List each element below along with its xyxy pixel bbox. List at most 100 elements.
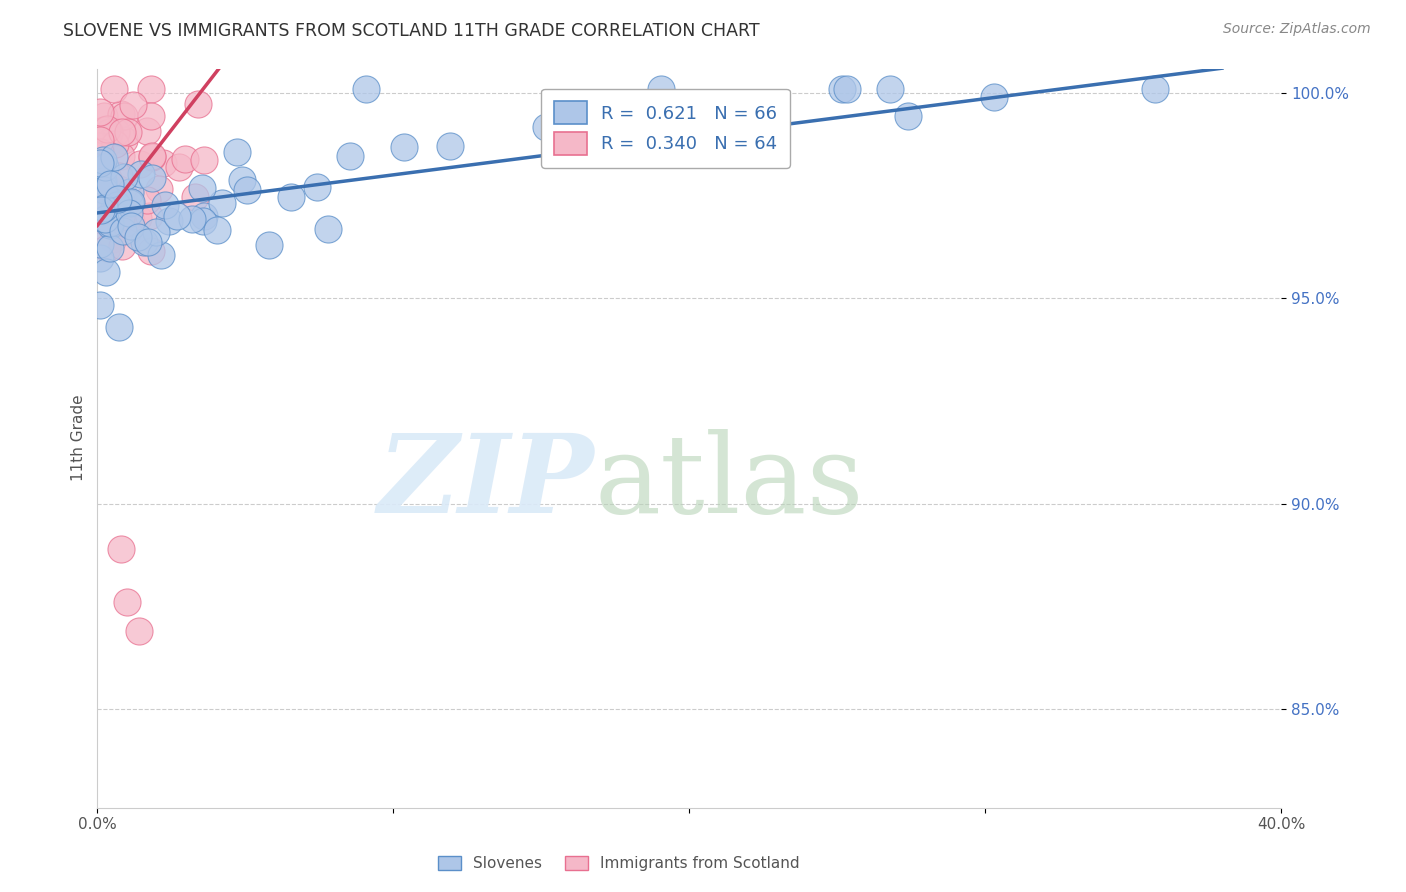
Point (89, 149, 111, 163)
Point (93, 178, 115, 192)
Point (89, 298, 111, 312)
Point (96, 242, 118, 256)
Point (1144, 82, 1167, 96)
Point (91, 153, 114, 168)
Point (89, 132, 111, 146)
Point (93, 170, 115, 185)
Point (439, 139, 461, 153)
Point (90, 203, 112, 218)
Point (148, 182, 170, 196)
Point (107, 192, 129, 206)
Point (90, 177, 112, 191)
Point (205, 223, 228, 237)
Point (136, 124, 159, 138)
Point (128, 624, 150, 639)
Point (89, 156, 111, 170)
Point (110, 210, 132, 224)
Text: atlas: atlas (595, 429, 865, 536)
Point (111, 239, 134, 253)
Point (155, 198, 177, 212)
Point (96, 121, 118, 136)
Point (89, 236, 111, 251)
Point (236, 183, 259, 197)
Point (141, 149, 163, 163)
Point (98, 241, 121, 255)
Point (120, 194, 142, 209)
Point (120, 214, 142, 228)
Point (93, 183, 115, 197)
Point (89, 205, 111, 219)
Point (110, 107, 132, 121)
Point (127, 230, 149, 244)
Point (211, 196, 233, 211)
Point (114, 216, 136, 230)
Point (108, 169, 131, 184)
Point (305, 180, 328, 194)
Point (89, 104, 111, 119)
Point (103, 150, 125, 164)
Legend: Slovenes, Immigrants from Scotland: Slovenes, Immigrants from Scotland (432, 850, 806, 877)
Point (98, 216, 121, 230)
Point (108, 320, 131, 334)
Point (90, 167, 112, 181)
Point (157, 213, 180, 227)
Point (103, 201, 125, 215)
Point (89, 139, 111, 153)
Point (127, 211, 149, 225)
Point (111, 224, 134, 238)
Point (152, 156, 174, 170)
Point (191, 214, 214, 228)
Point (166, 209, 188, 223)
Point (111, 125, 134, 139)
Point (141, 150, 163, 164)
Point (139, 244, 162, 258)
Point (105, 196, 128, 211)
Point (93, 123, 115, 137)
Point (93, 202, 115, 216)
Point (107, 198, 129, 212)
Point (118, 196, 141, 211)
Point (103, 82, 125, 96)
Point (122, 98, 145, 112)
Point (354, 82, 377, 96)
Point (98, 218, 121, 232)
Point (93, 170, 115, 185)
Point (97, 125, 120, 139)
Point (145, 225, 167, 239)
Y-axis label: 11th Grade: 11th Grade (72, 395, 86, 482)
Point (831, 82, 853, 96)
Point (110, 149, 132, 163)
Point (89, 133, 111, 147)
Point (98, 177, 121, 191)
Point (180, 211, 202, 226)
Point (91, 213, 114, 227)
Point (93, 174, 115, 188)
Point (190, 181, 212, 195)
Point (115, 595, 138, 609)
Point (897, 109, 920, 123)
Point (257, 238, 280, 252)
Point (118, 185, 141, 199)
Point (231, 173, 253, 187)
Point (149, 248, 172, 262)
Text: ZIP: ZIP (378, 429, 595, 536)
Point (112, 170, 135, 185)
Point (111, 186, 134, 201)
Point (183, 190, 205, 204)
Point (94, 265, 117, 279)
Point (117, 125, 139, 139)
Point (93, 211, 115, 226)
Text: SLOVENE VS IMMIGRANTS FROM SCOTLAND 11TH GRADE CORRELATION CHART: SLOVENE VS IMMIGRANTS FROM SCOTLAND 11TH… (63, 22, 759, 40)
Point (650, 82, 672, 96)
Point (90, 182, 112, 196)
Point (136, 194, 159, 208)
Point (169, 160, 191, 174)
Point (117, 224, 139, 238)
Point (983, 90, 1005, 104)
Point (193, 209, 215, 223)
Point (89, 219, 111, 233)
Point (104, 136, 127, 151)
Point (193, 153, 215, 168)
Point (112, 133, 135, 147)
Point (129, 157, 152, 171)
